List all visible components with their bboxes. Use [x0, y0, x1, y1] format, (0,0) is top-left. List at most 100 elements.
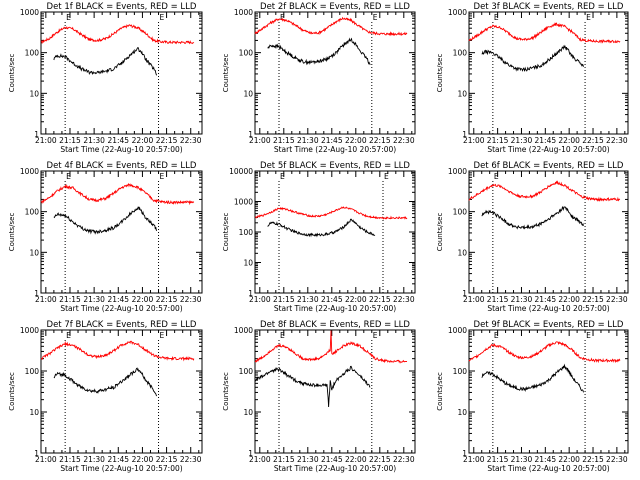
panel-7: Det 7f BLACK = Events, RED = LLD 1 10 100 10… [8, 320, 203, 473]
events-trace [53, 367, 157, 397]
y-tick-label: 10000 [229, 167, 253, 176]
x-tick-label: 22:30 [393, 136, 415, 145]
panel-title: Det 9f BLACK = Events, RED = LLD [474, 320, 624, 330]
x-tick-label: 21:15 [487, 455, 509, 464]
x-tick-label: 21:00 [249, 455, 271, 464]
x-tick-label: 22:00 [345, 136, 367, 145]
y-tick-label: 1000 [448, 8, 467, 17]
x-tick-label: 22:00 [132, 136, 154, 145]
lld-trace [254, 16, 408, 37]
lld-trace [468, 180, 621, 202]
x-axis-label: Start Time (22-Aug-10 20:57:00) [487, 464, 609, 473]
events-trace [267, 218, 376, 238]
x-tick-label: 21:30 [83, 455, 105, 464]
events-trace [481, 205, 584, 230]
events-trace [254, 365, 371, 408]
y-tick-label: 10 [29, 248, 39, 257]
y-tick-label: 10 [243, 408, 253, 417]
y-axis-label: Counts/sec [8, 372, 16, 411]
y-tick-label: 10 [457, 248, 467, 257]
panel-title: Det 7f BLACK = Events, RED = LLD [47, 320, 197, 330]
x-tick-label: 21:45 [107, 295, 129, 304]
x-tick-label: 21:00 [463, 136, 485, 145]
x-tick-label: 22:00 [345, 455, 367, 464]
panel-title: Det 3f BLACK = Events, RED = LLD [474, 2, 624, 12]
x-tick-label: 21:15 [59, 136, 81, 145]
x-tick-label: 22:15 [156, 455, 178, 464]
x-tick-label: 21:30 [511, 455, 533, 464]
x-tick-label: 22:15 [156, 295, 178, 304]
panel-1: Det 1f BLACK = Events, RED = LLD 1 10 100 10… [8, 2, 203, 154]
marker-label: E [384, 172, 389, 181]
x-tick-label: 21:00 [463, 455, 485, 464]
x-tick-label: 22:30 [606, 455, 628, 464]
panel-9: Det 9f BLACK = Events, RED = LLD 1 10 100 10… [436, 320, 629, 473]
y-axis-label: Counts/sec [8, 213, 16, 252]
panel-title: Det 4f BLACK = Events, RED = LLD [47, 161, 197, 171]
panel-2: Det 2f BLACK = Events, RED = LLD 1 10 100 10… [222, 2, 416, 154]
panel-3: Det 3f BLACK = Events, RED = LLD 1 10 100 10… [436, 2, 629, 154]
x-tick-label: 21:00 [463, 295, 485, 304]
x-tick-label: 22:15 [369, 295, 391, 304]
plot-frame [468, 329, 629, 454]
x-axis-label: Start Time (22-Aug-10 20:57:00) [274, 304, 396, 313]
marker-label: E [586, 331, 591, 340]
x-tick-label: 22:15 [369, 455, 391, 464]
x-tick-label: 22:30 [180, 136, 202, 145]
y-tick-label: 100 [25, 49, 40, 58]
x-tick-label: 22:30 [606, 295, 628, 304]
y-tick-label: 1000 [234, 198, 253, 207]
plot-frame [40, 170, 203, 294]
events-trace [53, 47, 158, 76]
marker-label: E [280, 331, 285, 340]
y-tick-label: 1000 [234, 326, 253, 335]
x-tick-label: 21:30 [83, 136, 105, 145]
plot-frame [40, 11, 203, 135]
y-axis-label: Counts/sec [436, 372, 444, 411]
x-tick-label: 21:45 [535, 136, 557, 145]
plot-frame [254, 329, 416, 454]
x-tick-label: 22:00 [132, 455, 154, 464]
x-tick-label: 22:15 [156, 136, 178, 145]
x-tick-label: 22:00 [132, 295, 154, 304]
x-tick-label: 22:00 [345, 295, 367, 304]
plot-frame [468, 11, 629, 135]
events-trace [267, 37, 371, 66]
x-tick-label: 21:00 [249, 295, 271, 304]
panel-title: Det 2f BLACK = Events, RED = LLD [260, 2, 410, 12]
x-tick-label: 22:00 [558, 295, 580, 304]
y-tick-label: 1 [248, 289, 253, 298]
y-tick-label: 100 [453, 367, 468, 376]
x-axis-label: Start Time (22-Aug-10 20:57:00) [487, 304, 609, 313]
plot-frame [468, 170, 629, 294]
x-tick-label: 22:30 [180, 455, 202, 464]
marker-label: E [373, 13, 378, 22]
panel-title: Det 8f BLACK = Events, RED = LLD [260, 320, 410, 330]
y-tick-label: 1 [248, 449, 253, 458]
marker-label: E [66, 13, 71, 22]
x-tick-label: 22:15 [582, 136, 604, 145]
x-axis-label: Start Time (22-Aug-10 20:57:00) [60, 464, 182, 473]
marker-label: E [586, 13, 591, 22]
y-tick-label: 100 [453, 49, 468, 58]
marker-label: E [66, 172, 71, 181]
x-tick-label: 22:00 [558, 455, 580, 464]
x-tick-label: 21:30 [83, 295, 105, 304]
x-tick-label: 22:15 [582, 455, 604, 464]
x-tick-label: 21:45 [535, 295, 557, 304]
marker-label: E [494, 13, 499, 22]
y-tick-label: 1 [34, 289, 39, 298]
marker-label: E [373, 331, 378, 340]
lld-trace [468, 22, 621, 44]
y-tick-label: 10 [243, 259, 253, 268]
x-tick-label: 21:15 [273, 295, 295, 304]
lld-trace [40, 182, 195, 206]
y-tick-label: 10 [29, 89, 39, 98]
x-axis-label: Start Time (22-Aug-10 20:57:00) [60, 145, 182, 154]
lld-trace [254, 330, 408, 364]
x-axis-label: Start Time (22-Aug-10 20:57:00) [274, 145, 396, 154]
x-axis-label: Start Time (22-Aug-10 20:57:00) [274, 464, 396, 473]
y-tick-label: 100 [239, 228, 254, 237]
panel-6: Det 6f BLACK = Events, RED = LLD 1 10 100 10… [436, 161, 629, 313]
